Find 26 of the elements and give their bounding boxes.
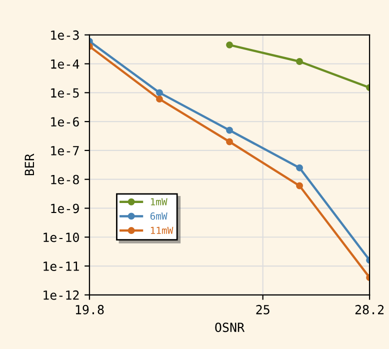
legend-label: 1mW (150, 198, 168, 206)
point (296, 164, 304, 172)
point (296, 58, 304, 65)
y-tick-label: 1e-7 (51, 146, 79, 156)
y-tick-label: 1e-3 (51, 30, 79, 40)
point (226, 138, 233, 146)
point (226, 41, 233, 48)
point (156, 89, 163, 96)
legend-label: 6mW (150, 212, 168, 220)
y-tick-label: 1e-11 (44, 262, 79, 271)
y-tick-label: 1e-4 (51, 59, 80, 69)
y-tick-label: 1e-12 (44, 290, 79, 300)
y-tick-label: 1e-8 (51, 174, 79, 184)
y-axis-title: BER (24, 154, 34, 176)
y-tick-label: 1e-10 (44, 232, 79, 242)
x-tick-label: 19.8 (76, 304, 104, 314)
y-tick-label: 1e-6 (51, 117, 79, 127)
point (156, 96, 163, 103)
x-axis-title: OSNR (215, 322, 245, 332)
y-tick-label: 1e-9 (51, 204, 79, 214)
x-tick-label: 28.2 (355, 304, 384, 314)
point (296, 182, 304, 190)
x-tick-label: 25 (256, 304, 270, 314)
point (226, 126, 233, 134)
y-tick-label: 1e-5 (51, 88, 79, 98)
legend-label: 11mW (150, 226, 174, 234)
